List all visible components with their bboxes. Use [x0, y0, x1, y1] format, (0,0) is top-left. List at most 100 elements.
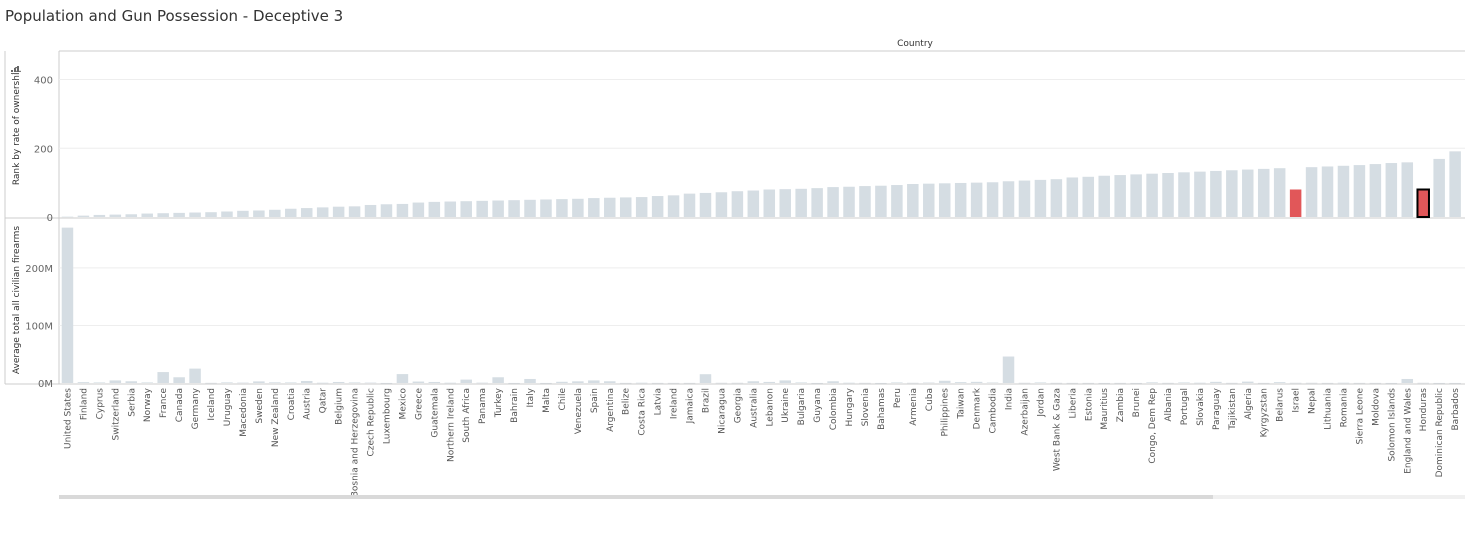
country-label[interactable]: Germany: [191, 387, 201, 429]
country-label[interactable]: Northern Ireland: [446, 388, 456, 462]
rank-bars[interactable]: [61, 151, 1461, 218]
firearms-bar[interactable]: [492, 377, 504, 383]
country-label[interactable]: Romania: [1339, 388, 1349, 427]
rank-bar[interactable]: [1369, 164, 1382, 217]
firearms-bar[interactable]: [93, 382, 106, 383]
country-label[interactable]: Georgia: [733, 388, 743, 423]
rank-bar[interactable]: [556, 199, 568, 218]
rank-bar[interactable]: [1273, 168, 1286, 217]
firearms-bar[interactable]: [827, 381, 839, 383]
firearms-bar[interactable]: [843, 382, 855, 384]
country-label[interactable]: Paraguay: [1212, 387, 1222, 430]
firearms-bar[interactable]: [1353, 382, 1366, 384]
firearms-bar[interactable]: [1050, 382, 1063, 384]
firearms-bar[interactable]: [1242, 381, 1254, 383]
rank-bar[interactable]: [1289, 189, 1302, 218]
firearms-axis-title[interactable]: Average total all civilian firearms: [12, 226, 22, 375]
firearms-bar[interactable]: [300, 380, 313, 383]
rank-bar[interactable]: [747, 190, 760, 217]
firearms-bar[interactable]: [1114, 382, 1126, 384]
firearms-bar[interactable]: [619, 382, 632, 384]
country-label[interactable]: Israel: [1292, 388, 1302, 413]
rank-bar[interactable]: [572, 198, 584, 217]
rank-bar[interactable]: [524, 199, 536, 217]
country-label[interactable]: Nicaragua: [717, 388, 727, 434]
rank-bar[interactable]: [476, 200, 488, 217]
firearms-bar[interactable]: [1162, 382, 1174, 384]
rank-bar[interactable]: [412, 202, 425, 217]
country-label[interactable]: Cuba: [925, 388, 935, 411]
rank-bar[interactable]: [875, 185, 887, 217]
firearms-bar[interactable]: [1417, 382, 1429, 384]
country-label[interactable]: Belgium: [335, 388, 345, 425]
firearms-bar[interactable]: [1066, 382, 1079, 384]
rank-bar[interactable]: [683, 193, 696, 218]
rank-bar[interactable]: [1353, 165, 1366, 217]
rank-bar[interactable]: [859, 186, 871, 217]
country-label[interactable]: Argentina: [606, 388, 616, 432]
rank-bar[interactable]: [986, 182, 999, 217]
country-label[interactable]: Brazil: [701, 388, 711, 413]
firearms-bar[interactable]: [970, 381, 983, 383]
country-label[interactable]: Mauritius: [1100, 388, 1110, 430]
firearms-bar[interactable]: [285, 382, 297, 383]
country-label[interactable]: Peru: [893, 388, 903, 408]
firearms-bar[interactable]: [1385, 382, 1398, 384]
rank-bar[interactable]: [763, 189, 776, 218]
sort-icon[interactable]: [11, 66, 19, 74]
rank-bar[interactable]: [779, 189, 791, 217]
country-label[interactable]: Jamaica: [686, 388, 696, 424]
country-label[interactable]: Belarus: [1276, 388, 1286, 422]
country-label[interactable]: Hungary: [845, 387, 855, 426]
country-label[interactable]: Tajikistan: [1228, 388, 1238, 431]
country-label[interactable]: Guyana: [813, 388, 823, 423]
rank-bar[interactable]: [1098, 175, 1110, 217]
firearms-bar[interactable]: [1098, 382, 1110, 384]
firearms-bar[interactable]: [891, 382, 903, 383]
country-label[interactable]: Honduras: [1419, 388, 1429, 432]
firearms-bar[interactable]: [1178, 382, 1190, 383]
country-label[interactable]: Chile: [558, 388, 568, 411]
country-label[interactable]: Lebanon: [765, 388, 775, 427]
firearms-bar[interactable]: [189, 368, 201, 383]
firearms-bar[interactable]: [508, 382, 520, 384]
firearms-bar[interactable]: [1257, 382, 1270, 384]
rank-bar[interactable]: [364, 204, 377, 217]
scrollbar-thumb[interactable]: [59, 495, 1213, 499]
country-label[interactable]: Azerbaijan: [1020, 388, 1030, 436]
rank-bar[interactable]: [938, 183, 951, 217]
firearms-bar[interactable]: [173, 377, 185, 383]
rank-bar[interactable]: [1416, 188, 1430, 218]
rank-bar[interactable]: [715, 192, 728, 217]
rank-bar[interactable]: [731, 191, 744, 217]
firearms-bar[interactable]: [364, 382, 377, 384]
firearms-bar[interactable]: [332, 381, 345, 383]
country-label[interactable]: New Zealand: [271, 388, 281, 447]
country-label[interactable]: Serbia: [127, 388, 137, 417]
horizontal-scrollbar[interactable]: [59, 495, 1465, 499]
country-label[interactable]: Barbados: [1451, 388, 1461, 431]
rank-bar[interactable]: [1226, 170, 1238, 217]
firearms-bar[interactable]: [1226, 382, 1238, 384]
firearms-bar[interactable]: [795, 382, 807, 383]
rank-bar[interactable]: [651, 196, 664, 217]
country-label[interactable]: Taiwan: [957, 388, 967, 420]
country-label[interactable]: Portugal: [1180, 388, 1190, 425]
rank-bar[interactable]: [205, 212, 217, 217]
rank-bar[interactable]: [891, 185, 903, 217]
country-label[interactable]: Denmark: [973, 387, 983, 429]
country-label[interactable]: Cambodia: [989, 388, 999, 434]
firearms-bar[interactable]: [205, 382, 217, 384]
firearms-bar[interactable]: [141, 382, 153, 383]
country-label[interactable]: Sweden: [255, 388, 265, 424]
column-header[interactable]: Country: [897, 39, 933, 49]
country-label[interactable]: Panama: [478, 388, 488, 424]
country-label[interactable]: Latvia: [654, 388, 664, 415]
firearms-bar[interactable]: [1146, 382, 1158, 383]
rank-bar[interactable]: [1433, 158, 1445, 217]
rank-bar[interactable]: [285, 208, 297, 217]
country-label[interactable]: Philippines: [941, 388, 951, 437]
firearms-bar[interactable]: [986, 382, 999, 383]
country-label[interactable]: Austria: [303, 388, 313, 420]
firearms-bar[interactable]: [237, 382, 249, 384]
